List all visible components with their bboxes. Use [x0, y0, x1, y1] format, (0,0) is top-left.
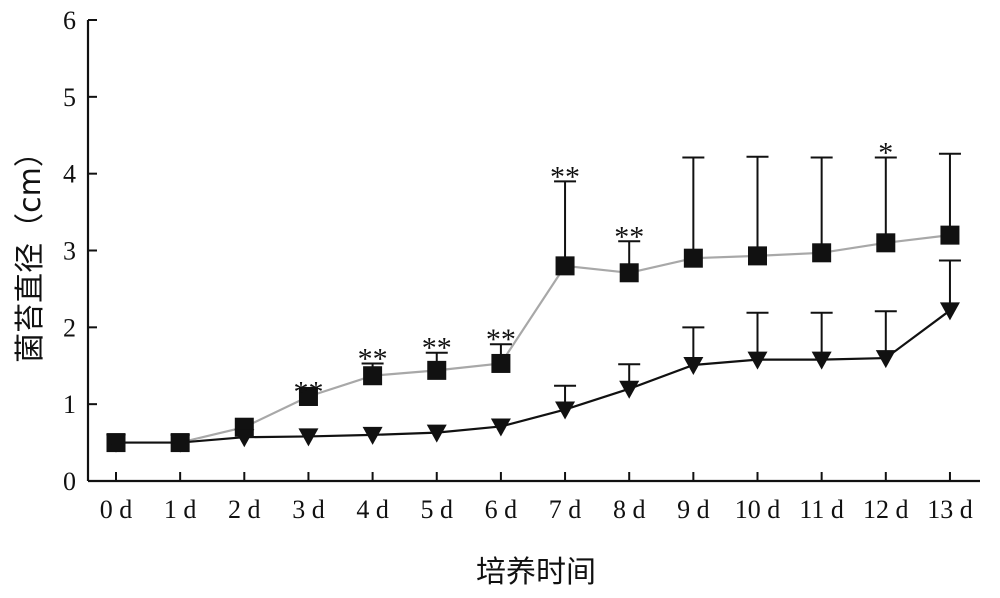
x-tick-label: 5 d	[421, 495, 454, 524]
x-tick-label: 2 d	[228, 495, 261, 524]
x-tick-label: 9 d	[677, 495, 710, 524]
data-point-triangle	[170, 434, 191, 453]
data-point-square	[876, 233, 896, 253]
y-tick-label: 0	[63, 467, 76, 496]
data-point-square	[298, 386, 318, 406]
data-point-square	[363, 366, 383, 386]
axes: 0 1 2 3 4 5 6 0 d 1 d 2 d 3 d 4 d 5 d 6 d 7 d 8 d 9 d 10 …	[63, 6, 980, 524]
data-point-triangle	[555, 401, 576, 420]
significance-label: **	[614, 220, 644, 253]
data-point-triangle	[875, 350, 896, 369]
y-tick-label: 2	[63, 313, 76, 342]
significance-label: **	[486, 323, 516, 356]
series-line	[116, 309, 951, 444]
data-point-square	[491, 353, 511, 373]
x-tick-label: 3 d	[292, 495, 325, 524]
significance-label: **	[422, 332, 452, 365]
y-tick-label: 4	[63, 160, 76, 189]
data-point-triangle	[234, 429, 255, 448]
data-point-square	[940, 225, 960, 245]
x-tick-label: 8 d	[613, 495, 646, 524]
annotation-layer: **** ** *******	[293, 137, 893, 409]
data-point-triangle	[490, 418, 511, 437]
x-tick-label: 4 d	[356, 495, 389, 524]
data-point-square	[683, 248, 703, 268]
x-tick-label: 1 d	[164, 495, 197, 524]
data-point-square	[748, 246, 767, 266]
data-point-triangle	[362, 426, 383, 445]
y-tick-label: 1	[63, 390, 76, 419]
data-point-triangle	[619, 380, 640, 399]
series-square	[106, 152, 961, 453]
series-layer	[106, 152, 961, 453]
data-point-square	[812, 243, 832, 263]
y-tick-label: 6	[63, 6, 76, 35]
x-tick-label: 11 d	[799, 495, 844, 524]
significance-label: *	[878, 137, 893, 170]
data-point-triangle	[426, 424, 447, 443]
data-point-square	[619, 263, 639, 283]
series-triangle-down	[106, 259, 961, 453]
data-point-square	[555, 256, 575, 276]
series-line	[116, 234, 951, 444]
significance-label: **	[358, 342, 388, 375]
y-axis-title: 菌苔直径（cm）	[13, 137, 48, 363]
x-tick-label: 0 d	[100, 495, 133, 524]
data-point-triangle	[939, 302, 960, 321]
data-point-triangle	[747, 351, 768, 370]
data-point-triangle	[298, 428, 319, 447]
y-tick-label: 3	[63, 237, 76, 266]
x-tick-label: 12 d	[863, 495, 909, 524]
y-tick-label: 5	[63, 83, 76, 112]
x-tick-label: 13 d	[927, 495, 973, 524]
data-point-triangle	[106, 434, 126, 453]
x-tick-label: 7 d	[549, 495, 582, 524]
significance-label: **	[550, 160, 580, 193]
x-axis-title: 培养时间	[476, 555, 596, 590]
x-tick-label: 10 d	[735, 495, 781, 524]
data-point-triangle	[683, 356, 704, 375]
significance-label: **	[293, 375, 323, 408]
x-tick-label: 6 d	[485, 495, 518, 524]
data-point-square	[427, 360, 447, 380]
data-point-triangle	[811, 351, 832, 370]
